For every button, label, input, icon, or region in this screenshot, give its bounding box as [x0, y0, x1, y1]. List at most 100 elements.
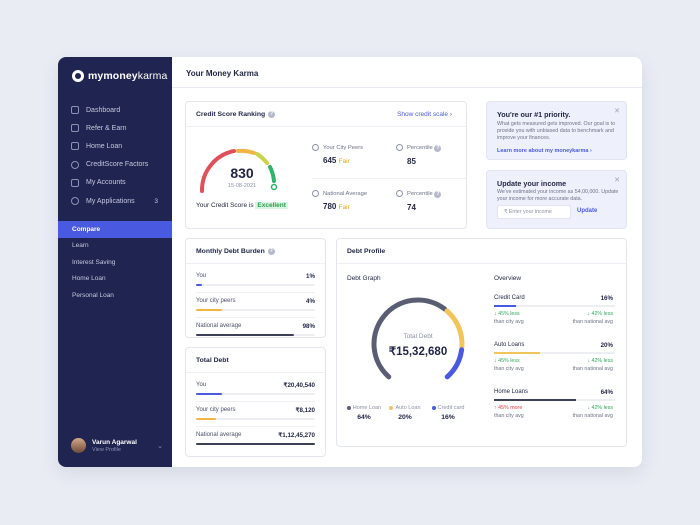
- sidebar-item-my-applications[interactable]: My Applications 3: [58, 192, 172, 210]
- legend-value: 64%: [357, 414, 371, 421]
- sidebar-nav: Dashboard Refer & Earn Home Loan CreditS…: [58, 101, 172, 210]
- row-divider: [196, 426, 315, 427]
- sidebar-sub-interest-saving[interactable]: Interest Saving: [72, 258, 116, 266]
- row-label: Your city peers: [196, 298, 236, 304]
- applications-count-badge: 3: [154, 197, 158, 205]
- sidebar-sub-home-loan[interactable]: Home Loan: [72, 275, 106, 283]
- overview-percent: 20%: [600, 342, 613, 349]
- help-icon[interactable]: ?: [434, 191, 442, 199]
- brand-logo[interactable]: mymoneykarma: [72, 70, 167, 82]
- overview-bar: [494, 352, 615, 354]
- percent-icon: [396, 190, 403, 197]
- help-icon[interactable]: ?: [267, 248, 275, 255]
- show-credit-scale-link[interactable]: Show credit scale ›: [397, 111, 452, 118]
- debt-profile-title: Debt Profile: [347, 248, 386, 255]
- credit-score-value: 830: [230, 165, 254, 181]
- debt-graph-label: Debt Graph: [347, 275, 381, 282]
- overview-percent: 64%: [600, 389, 613, 396]
- sidebar-item-label: My Applications: [86, 197, 135, 205]
- delta-caption: than city avg: [494, 365, 524, 372]
- credit-score-status: Your Credit Score is Excellent: [196, 202, 288, 209]
- page-title: Your Money Karma: [186, 69, 259, 78]
- monthly-debt-card: Monthly Debt Burden? You 1% Your city peer…: [185, 238, 326, 338]
- card-title: Monthly Debt Burden?: [196, 248, 275, 255]
- view-profile-link[interactable]: View Profile: [92, 446, 121, 453]
- metric-number: 780: [323, 202, 337, 212]
- debt-donut-chart: [371, 297, 465, 380]
- sidebar-item-dashboard[interactable]: Dashboard: [58, 101, 172, 119]
- sidebar-item-creditscore-factors[interactable]: CreditScore Factors: [58, 156, 172, 174]
- delta-caption: than national avg: [572, 412, 613, 419]
- overview-delta-right: ↓ 42% less than national avg: [573, 311, 613, 326]
- card-divider: [186, 372, 325, 373]
- gift-icon: [71, 124, 79, 133]
- metric-percentile-city: Percentile ? 85: [396, 144, 442, 166]
- home-icon: [71, 142, 79, 151]
- update-income-card: Update your income ✕ We've estimated you…: [486, 170, 627, 229]
- gauge-segment-excellent: [268, 165, 276, 183]
- sidebar-item-label: Dashboard: [86, 106, 121, 114]
- overview-bar-fill: [494, 399, 577, 401]
- gauge-segment-fair: [236, 148, 256, 155]
- comparison-bar-fill: [196, 334, 294, 336]
- credit-score-gauge: [199, 148, 278, 193]
- donut-arcs: [371, 297, 465, 380]
- overview-delta-left: ↓ 45% less than city avg: [494, 358, 524, 373]
- income-input[interactable]: ₹ Enter your income: [497, 205, 571, 219]
- metric-label: National Average: [323, 191, 368, 198]
- arrow-down-icon: ↓: [494, 311, 499, 317]
- credit-score-card: Credit Score Ranking? Show credit scale …: [185, 101, 467, 229]
- close-icon[interactable]: ✕: [614, 177, 620, 184]
- gauge-icon: [71, 160, 79, 169]
- close-icon[interactable]: ✕: [614, 108, 620, 115]
- sidebar-sub-personal-loan[interactable]: Personal Loan: [72, 291, 114, 299]
- help-icon[interactable]: ?: [268, 111, 276, 118]
- sidebar-item-refer-earn[interactable]: Refer & Earn: [58, 119, 172, 137]
- overview-percent: 16%: [600, 295, 613, 302]
- sidebar-item-home-loan[interactable]: Home Loan: [58, 137, 172, 155]
- legend-label: Credit card: [437, 405, 465, 411]
- chevron-down-icon[interactable]: ⌄: [157, 442, 163, 450]
- overview-delta-left: ↑ 45% more than city avg: [494, 405, 524, 420]
- status-prefix: Your Credit Score is: [196, 202, 254, 209]
- chevron-right-icon: ›: [589, 148, 592, 154]
- row-label: Your city peers: [196, 407, 236, 413]
- monthly-debt-title: Monthly Debt Burden: [196, 248, 265, 255]
- legend-label: Home Loan: [352, 405, 382, 411]
- metric-label: Percentile: [407, 145, 433, 152]
- user-name: Varun Agarwal: [92, 438, 137, 446]
- credit-scale-link-text: Show credit scale: [397, 111, 449, 118]
- donut-segment-auto-loan: [444, 308, 465, 350]
- comparison-bar-fill: [196, 443, 315, 445]
- sidebar-sub-learn[interactable]: Learn: [72, 242, 89, 250]
- comparison-bar: [196, 309, 315, 311]
- rupee-icon: ₹: [504, 209, 508, 215]
- income-placeholder: Enter your income: [508, 209, 552, 215]
- help-icon[interactable]: ?: [434, 145, 442, 153]
- sidebar-item-label: Home Loan: [86, 142, 123, 150]
- update-button[interactable]: Update: [577, 208, 598, 214]
- delta-caption: than national avg: [572, 365, 613, 372]
- overview-bar: [494, 305, 615, 307]
- delta-text: 42% less: [591, 358, 614, 364]
- learn-more-link[interactable]: Learn more about my moneykarma ›: [497, 148, 592, 154]
- arrow-up-icon: ↑: [494, 405, 499, 411]
- metric-national-average: National Average 780 Fair: [312, 190, 367, 211]
- sidebar-item-my-accounts[interactable]: My Accounts: [58, 174, 172, 192]
- overview-name: Credit Card: [494, 295, 525, 301]
- row-label: National average: [196, 323, 242, 329]
- total-debt-card: Total Debt You ₹20,40,540 Your city peers ₹…: [185, 347, 326, 457]
- legend-dot: [389, 405, 394, 410]
- gauge-marker: [270, 183, 278, 191]
- arrow-down-icon: ↓: [587, 311, 592, 317]
- delta-value: ↓ 42% less: [587, 405, 613, 411]
- header-divider: [172, 87, 642, 88]
- metric-number: 645: [323, 156, 337, 166]
- user-profile[interactable]: Varun Agarwal View Profile ⌄: [71, 438, 163, 453]
- main-content: Your Money Karma Credit Score Ranking? S…: [172, 57, 642, 467]
- avatar: [71, 438, 86, 453]
- delta-caption: than national avg: [572, 318, 613, 325]
- sidebar-sub-compare[interactable]: Compare: [58, 221, 172, 238]
- metrics-divider: [312, 178, 466, 179]
- delta-text: 45% less: [498, 311, 520, 317]
